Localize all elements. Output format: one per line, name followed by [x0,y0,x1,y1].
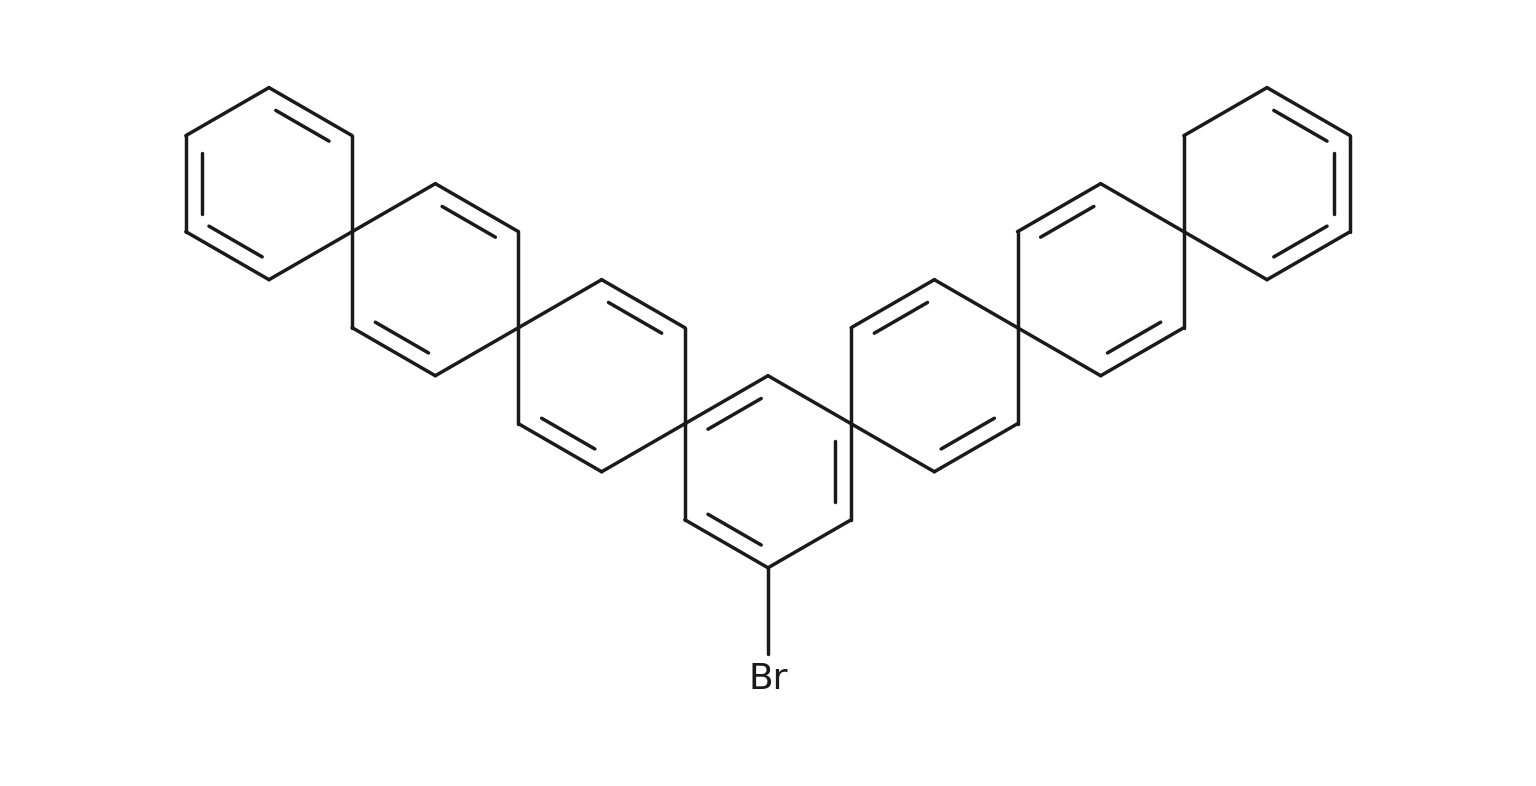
Text: Br: Br [748,662,788,696]
